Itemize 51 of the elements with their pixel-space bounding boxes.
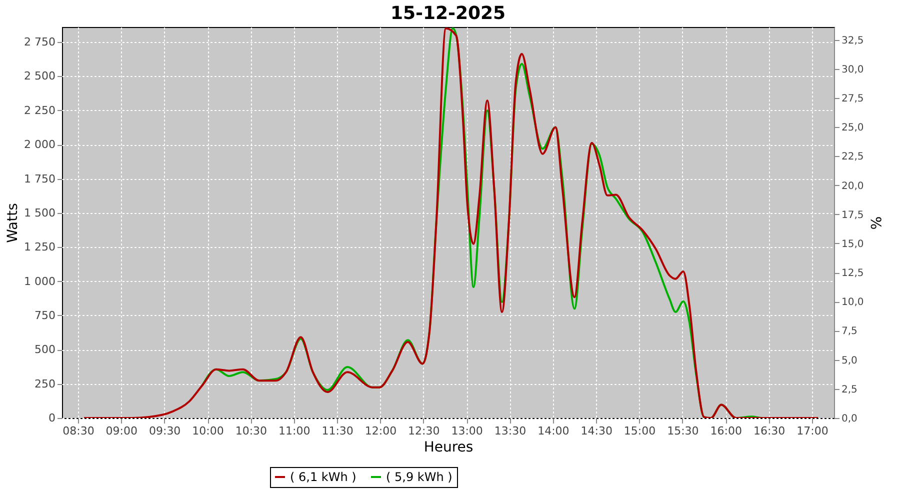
y2-tick-label: 0,0 [842, 414, 858, 424]
y2-tick-label: 27,5 [842, 93, 864, 104]
y-tick-label: 500 [34, 343, 56, 356]
y2-tick-label: 10,0 [842, 297, 864, 308]
x-tick-label: 15:30 [667, 424, 699, 438]
y2-tick-label: 20,0 [842, 180, 864, 192]
y-tick-label: 2 500 [24, 70, 56, 83]
y2-tick-label: 7,5 [842, 326, 858, 338]
y2-tick-label: 15,0 [842, 238, 864, 250]
y-tick-label: 2 000 [24, 138, 56, 152]
y2-tick-label: 12,5 [842, 268, 864, 280]
x-tick-label: 08:30 [62, 424, 94, 438]
y-tick-label: 1 250 [24, 240, 56, 254]
x-tick-label: 13:00 [451, 424, 483, 438]
chart-title: 15-12-2025 [390, 3, 506, 24]
x-tick-label: 15:00 [624, 424, 656, 438]
y2-tick-label: 32,5 [842, 35, 864, 46]
y-axis-title: Watts [5, 203, 22, 243]
y2-axis-title: % [866, 216, 883, 230]
y-tick-label: 1 750 [24, 172, 56, 186]
x-tick-label: 10:30 [235, 424, 268, 438]
x-tick-label: 13:30 [494, 424, 526, 438]
y2-tick-label: 22,5 [842, 152, 864, 163]
line-series [83, 27, 820, 418]
x-tick-label: 09:00 [106, 424, 138, 438]
y-tick-label: 750 [34, 308, 56, 322]
y2-tick-label: 2,5 [842, 384, 858, 396]
x-tick-label: 16:00 [710, 424, 742, 438]
x-tick-label: 11:00 [278, 424, 310, 438]
legend-label: ( 5,9 kWh ) [386, 470, 452, 484]
x-axis-title: Heures [424, 440, 474, 456]
x-tick-label: 10:00 [192, 424, 224, 438]
x-tick-label: 11:30 [322, 424, 354, 438]
y-tick-label: 1 500 [24, 206, 56, 220]
y-tick-label: 0 [48, 412, 56, 424]
y2-tick-label: 30,0 [842, 64, 864, 76]
y-tick-label: 2 250 [24, 104, 56, 117]
y2-tick-label: 5,0 [842, 355, 858, 366]
x-tick-label: 12:30 [408, 424, 440, 438]
y-tick-label: 1 000 [24, 274, 56, 288]
x-tick-label: 17:00 [796, 424, 828, 438]
x-tick-label: 09:30 [148, 424, 181, 438]
x-tick-label: 14:30 [580, 424, 612, 438]
legend-label: ( 6,1 kWh ) [290, 470, 356, 484]
x-tick-label: 12:00 [364, 424, 397, 438]
y-tick-label: 2 750 [24, 36, 56, 49]
x-tick-label: 14:00 [538, 424, 570, 438]
y2-tick-label: 25,0 [842, 122, 864, 134]
y-tick-label: 250 [34, 377, 56, 390]
y2-tick-label: 17,5 [842, 210, 864, 221]
x-tick-label: 16:30 [753, 424, 786, 438]
